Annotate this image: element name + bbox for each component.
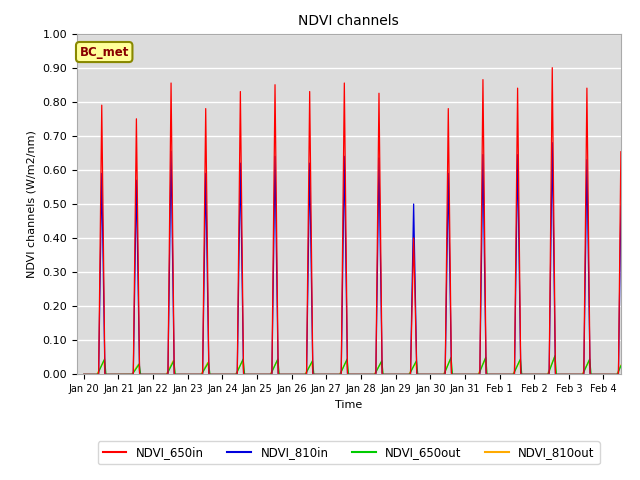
NDVI_810in [520,372,528,377]
NDVI_650in [280,372,288,377]
NDVI_650out [491,372,499,377]
NDVI_650out [520,372,528,377]
NDVI_650out [634,372,640,377]
NDVI_650in [408,317,415,323]
NDVI_810out [634,372,640,377]
X-axis label: Time: Time [335,400,362,409]
Title: NDVI channels: NDVI channels [298,14,399,28]
NDVI_650in [520,372,528,377]
NDVI_810out [520,372,528,377]
NDVI_810out [491,372,499,377]
Line: NDVI_650out: NDVI_650out [84,356,638,374]
NDVI_810out [432,372,440,377]
NDVI_810out [408,366,415,372]
NDVI_650in [548,65,556,71]
NDVI_650out [408,367,415,373]
NDVI_810out [550,354,558,360]
Text: BC_met: BC_met [79,46,129,59]
NDVI_650in [491,372,499,377]
NDVI_650in [80,372,88,377]
NDVI_810out [80,372,88,377]
NDVI_650out [280,372,288,377]
NDVI_810in [80,372,88,377]
Y-axis label: NDVI channels (W/m2/nm): NDVI channels (W/m2/nm) [27,130,36,278]
NDVI_810in [108,372,115,377]
NDVI_650in [108,372,115,377]
NDVI_810out [108,372,115,377]
Line: NDVI_650in: NDVI_650in [84,68,638,374]
NDVI_810in [280,372,288,377]
NDVI_810out [280,372,288,377]
NDVI_650out [432,372,440,377]
NDVI_810in [634,372,640,377]
Line: NDVI_810in: NDVI_810in [84,143,638,374]
Line: NDVI_810out: NDVI_810out [84,357,638,374]
NDVI_810in [491,372,499,377]
NDVI_650in [432,372,440,377]
NDVI_810in [408,303,415,309]
NDVI_650out [551,353,559,359]
NDVI_650out [108,372,115,377]
NDVI_650out [80,372,88,377]
Legend: NDVI_650in, NDVI_810in, NDVI_650out, NDVI_810out: NDVI_650in, NDVI_810in, NDVI_650out, NDV… [98,442,600,464]
NDVI_810in [548,140,556,145]
NDVI_810in [432,372,440,377]
NDVI_650in [634,372,640,377]
